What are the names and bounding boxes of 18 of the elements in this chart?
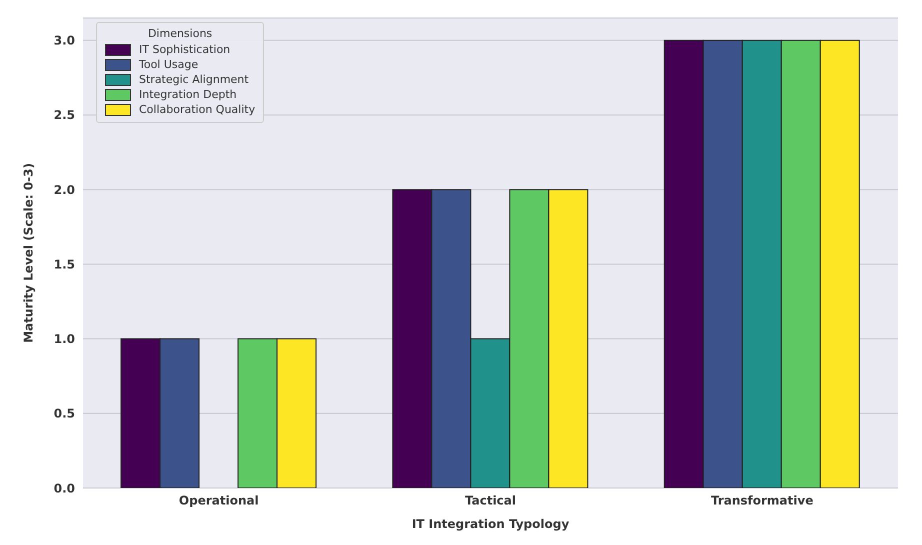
legend-label: Collaboration Quality — [138, 103, 256, 116]
x-axis-title: IT Integration Typology — [412, 517, 570, 531]
y-tick-label: 2.5 — [54, 108, 75, 122]
y-tick-label: 2.0 — [54, 182, 75, 197]
y-tick-label: 1.0 — [54, 332, 75, 346]
legend-label: Strategic Alignment — [138, 73, 250, 86]
x-tick-label: Tactical — [464, 494, 516, 508]
legend-label: IT Sophistication — [138, 43, 232, 56]
legend-label: Tool Usage — [138, 58, 200, 71]
x-tick-label: Operational — [178, 494, 259, 508]
legend-title: Dimensions — [146, 27, 214, 40]
y-axis-title: Maturity Level (Scale: 0-3) — [21, 163, 36, 343]
y-tick-label: 1.5 — [54, 257, 75, 272]
x-tick-label: Transformative — [710, 494, 814, 508]
y-tick-label: 0.5 — [54, 406, 75, 421]
y-tick-label: 0.0 — [54, 481, 75, 496]
y-tick-label: 3.0 — [54, 34, 75, 48]
legend-label: Integration Depth — [138, 88, 238, 101]
